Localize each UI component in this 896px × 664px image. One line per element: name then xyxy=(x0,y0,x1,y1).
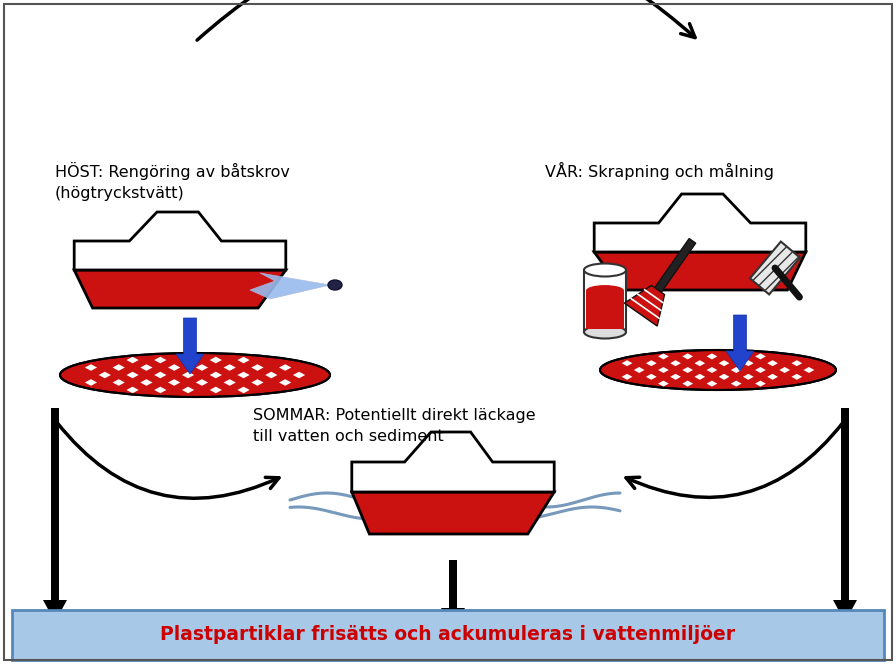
Ellipse shape xyxy=(584,325,626,339)
FancyArrowPatch shape xyxy=(197,0,695,40)
FancyArrow shape xyxy=(441,560,465,630)
Polygon shape xyxy=(168,365,180,371)
Polygon shape xyxy=(85,365,97,371)
Polygon shape xyxy=(767,374,778,380)
Polygon shape xyxy=(99,372,111,378)
Bar xyxy=(586,291,624,329)
Text: Plastpartiklar frisätts och ackumuleras i vattenmiljöer: Plastpartiklar frisätts och ackumuleras … xyxy=(160,625,736,645)
Bar xyxy=(584,270,626,332)
Polygon shape xyxy=(655,238,695,292)
Polygon shape xyxy=(625,286,665,326)
Text: SOMMAR: Potentiellt direkt läckage
till vatten och sediment: SOMMAR: Potentiellt direkt läckage till … xyxy=(253,408,536,444)
FancyArrowPatch shape xyxy=(626,422,843,497)
Polygon shape xyxy=(168,379,180,386)
Polygon shape xyxy=(743,374,754,380)
Polygon shape xyxy=(252,365,263,371)
Polygon shape xyxy=(750,242,800,294)
Polygon shape xyxy=(210,357,222,363)
Polygon shape xyxy=(622,360,633,366)
Polygon shape xyxy=(594,194,806,252)
Polygon shape xyxy=(658,380,668,386)
Polygon shape xyxy=(182,357,194,363)
Polygon shape xyxy=(352,432,555,492)
Polygon shape xyxy=(126,386,139,393)
Polygon shape xyxy=(719,374,729,380)
FancyArrow shape xyxy=(176,318,204,374)
Polygon shape xyxy=(279,365,291,371)
Ellipse shape xyxy=(600,350,836,390)
Polygon shape xyxy=(237,386,250,393)
Polygon shape xyxy=(126,357,139,363)
Polygon shape xyxy=(804,367,814,373)
Polygon shape xyxy=(126,372,139,378)
Polygon shape xyxy=(237,357,250,363)
Polygon shape xyxy=(646,374,657,380)
Text: HÖST: Rengöring av båtskrov
(högtryckstvätt): HÖST: Rengöring av båtskrov (högtryckstv… xyxy=(55,162,290,201)
Polygon shape xyxy=(791,360,802,366)
FancyArrowPatch shape xyxy=(56,422,279,498)
FancyArrow shape xyxy=(726,315,754,371)
Polygon shape xyxy=(731,380,742,386)
Polygon shape xyxy=(113,379,125,386)
Polygon shape xyxy=(633,367,644,373)
Polygon shape xyxy=(755,353,766,359)
Polygon shape xyxy=(141,379,152,386)
Polygon shape xyxy=(755,380,766,386)
Polygon shape xyxy=(658,353,668,359)
Polygon shape xyxy=(767,360,778,366)
Polygon shape xyxy=(141,365,152,371)
Polygon shape xyxy=(352,492,555,534)
Polygon shape xyxy=(74,212,286,270)
Polygon shape xyxy=(237,372,250,378)
Polygon shape xyxy=(74,270,286,308)
Polygon shape xyxy=(694,374,705,380)
Polygon shape xyxy=(670,374,681,380)
Polygon shape xyxy=(646,360,657,366)
Polygon shape xyxy=(743,360,754,366)
Polygon shape xyxy=(594,252,806,290)
Ellipse shape xyxy=(586,285,624,296)
Polygon shape xyxy=(707,367,718,373)
Polygon shape xyxy=(154,372,167,378)
Polygon shape xyxy=(210,372,222,378)
Polygon shape xyxy=(658,367,668,373)
Polygon shape xyxy=(265,372,278,378)
Polygon shape xyxy=(683,367,693,373)
Polygon shape xyxy=(279,379,291,386)
Polygon shape xyxy=(731,367,742,373)
Bar xyxy=(12,610,884,660)
Polygon shape xyxy=(154,357,167,363)
Polygon shape xyxy=(694,360,705,366)
Polygon shape xyxy=(755,367,766,373)
Polygon shape xyxy=(707,353,718,359)
Polygon shape xyxy=(113,365,125,371)
Polygon shape xyxy=(707,380,718,386)
Polygon shape xyxy=(731,353,742,359)
Polygon shape xyxy=(224,379,236,386)
Polygon shape xyxy=(182,386,194,393)
Polygon shape xyxy=(196,365,208,371)
FancyArrow shape xyxy=(43,408,67,622)
Polygon shape xyxy=(791,374,802,380)
Ellipse shape xyxy=(60,353,330,397)
Polygon shape xyxy=(622,374,633,380)
Polygon shape xyxy=(196,379,208,386)
Polygon shape xyxy=(210,386,222,393)
Polygon shape xyxy=(719,360,729,366)
Polygon shape xyxy=(293,372,306,378)
Ellipse shape xyxy=(328,280,342,290)
Polygon shape xyxy=(85,379,97,386)
Polygon shape xyxy=(250,273,330,299)
Polygon shape xyxy=(224,365,236,371)
Text: VÅR: Skrapning och målning: VÅR: Skrapning och målning xyxy=(545,162,774,180)
Polygon shape xyxy=(683,380,693,386)
Polygon shape xyxy=(154,386,167,393)
Polygon shape xyxy=(182,372,194,378)
Polygon shape xyxy=(252,379,263,386)
Ellipse shape xyxy=(584,264,626,276)
Polygon shape xyxy=(780,367,790,373)
Polygon shape xyxy=(683,353,693,359)
FancyArrow shape xyxy=(833,408,857,622)
Polygon shape xyxy=(670,360,681,366)
